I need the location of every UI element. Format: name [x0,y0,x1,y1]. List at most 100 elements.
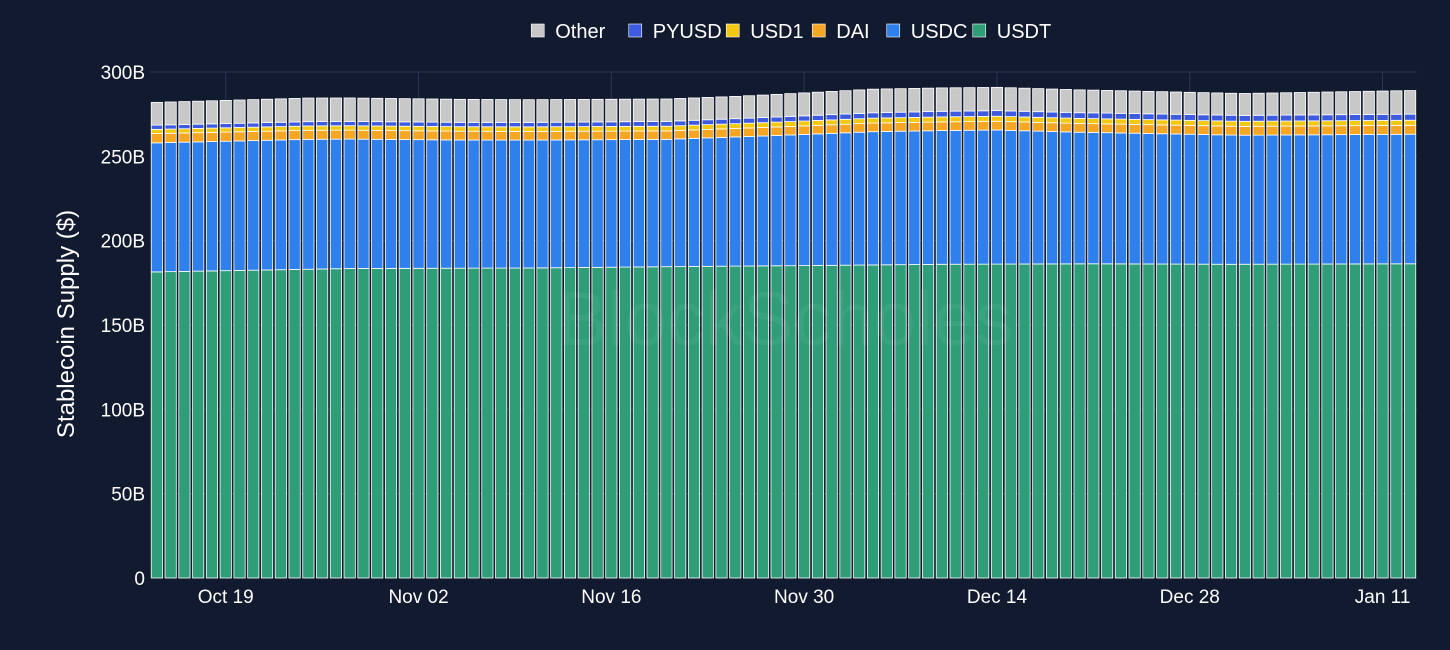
bar-usd1 [853,118,866,125]
bar-pyusd [619,121,632,127]
bar-usdc [770,135,783,267]
bar-usdt [522,267,535,579]
bar-other [1046,88,1059,113]
bar-dai [481,130,494,141]
bar-usdt [233,270,246,579]
bar-usdc [536,139,549,269]
bar-usdt [1335,263,1348,579]
legend-item-other[interactable]: Other [530,21,606,43]
bar-usd1 [880,117,893,124]
legend-label: DAI [836,21,869,43]
bar-usd1 [990,115,1004,122]
bar-dai [467,130,480,141]
legend-item-usdt[interactable]: USDT [972,21,1051,43]
bar-usd1 [1280,120,1293,127]
y-tick-label: 300B [101,63,145,84]
bar-other [1211,92,1224,116]
bar-usdc [412,139,425,269]
bar-usdt [1211,263,1224,579]
bar-usdc [853,131,866,266]
bar-other [743,95,756,119]
bar-other [605,98,618,123]
legend-item-usd1[interactable]: USD1 [725,21,804,43]
bar-usdc [1087,132,1100,265]
bar-dai [577,130,590,141]
bar-usd1 [1321,120,1334,127]
bar-pyusd [1225,114,1238,122]
bar-other [192,100,205,125]
x-tick-label: Dec 14 [967,587,1028,608]
bar-usd1 [660,125,673,132]
bar-dai [922,121,935,132]
bar-pyusd [949,110,962,118]
bar-usdc [247,140,260,271]
bar-other [1114,90,1127,114]
bar-usdc [1266,134,1279,265]
bar-usd1 [1046,117,1059,124]
bar-usdt [1128,263,1141,579]
bar-usdc [1142,133,1155,265]
y-tick-label: 100B [101,400,145,421]
bar-pyusd [1376,113,1389,121]
bar-pyusd [1390,113,1403,121]
bar-usd1 [371,125,384,131]
bar-usdc [687,137,701,267]
bar-usdc [784,134,797,267]
bar-other [150,101,163,126]
bar-pyusd [1114,112,1127,120]
bar-pyusd [1252,114,1265,122]
bar-usdc [825,132,838,266]
bar-pyusd [1362,114,1375,121]
bar-other [908,88,921,113]
bar-dai [894,122,907,132]
bar-usdt [1073,263,1086,579]
bar-other [922,87,935,113]
legend-item-pyusd[interactable]: PYUSD [628,21,722,43]
x-tick-label: Jan 11 [1355,587,1411,608]
bar-usdc [192,141,205,272]
legend-item-usdc[interactable]: USDC [886,21,968,43]
bar-usd1 [866,117,880,124]
bar-dai [1183,125,1196,135]
bar-usdt [247,269,260,579]
bar-pyusd [150,124,163,130]
bar-dai [729,128,742,138]
bar-usd1 [357,125,370,131]
bar-other [495,99,508,123]
bar-pyusd [1348,114,1362,121]
bar-dai [412,130,425,141]
bar-usdt [412,267,425,579]
bar-usd1 [729,123,742,129]
bar-usdc [715,137,728,267]
bar-usd1 [743,122,756,129]
bar-other [1128,90,1141,114]
bar-pyusd [701,119,714,126]
bar-dai [522,131,535,141]
bar-dai [990,120,1004,131]
bar-usdc [743,136,756,267]
legend-item-dai[interactable]: DAI [811,21,870,43]
bar-usd1 [550,126,563,132]
legend-swatch [725,23,740,38]
bar-usdc [660,138,673,268]
bar-other [302,97,315,123]
bar-usdc [756,135,769,267]
bar-dai [591,130,604,141]
bar-other [1348,91,1362,115]
watermark: BlockScholes [557,277,1013,362]
bar-usdt [192,270,205,579]
bar-usdt [261,269,274,579]
bar-usd1 [1390,119,1403,126]
bar-other [550,99,563,123]
bar-usdc [674,138,687,267]
bar-pyusd [1059,111,1072,119]
bar-usdc [343,138,356,269]
bar-other [1183,91,1196,115]
bar-other [1101,90,1114,114]
bar-usdc [577,139,590,268]
bar-pyusd [508,122,521,128]
bar-dai [811,124,824,135]
bar-usdc [1197,134,1210,265]
bar-usdt [1252,263,1265,579]
